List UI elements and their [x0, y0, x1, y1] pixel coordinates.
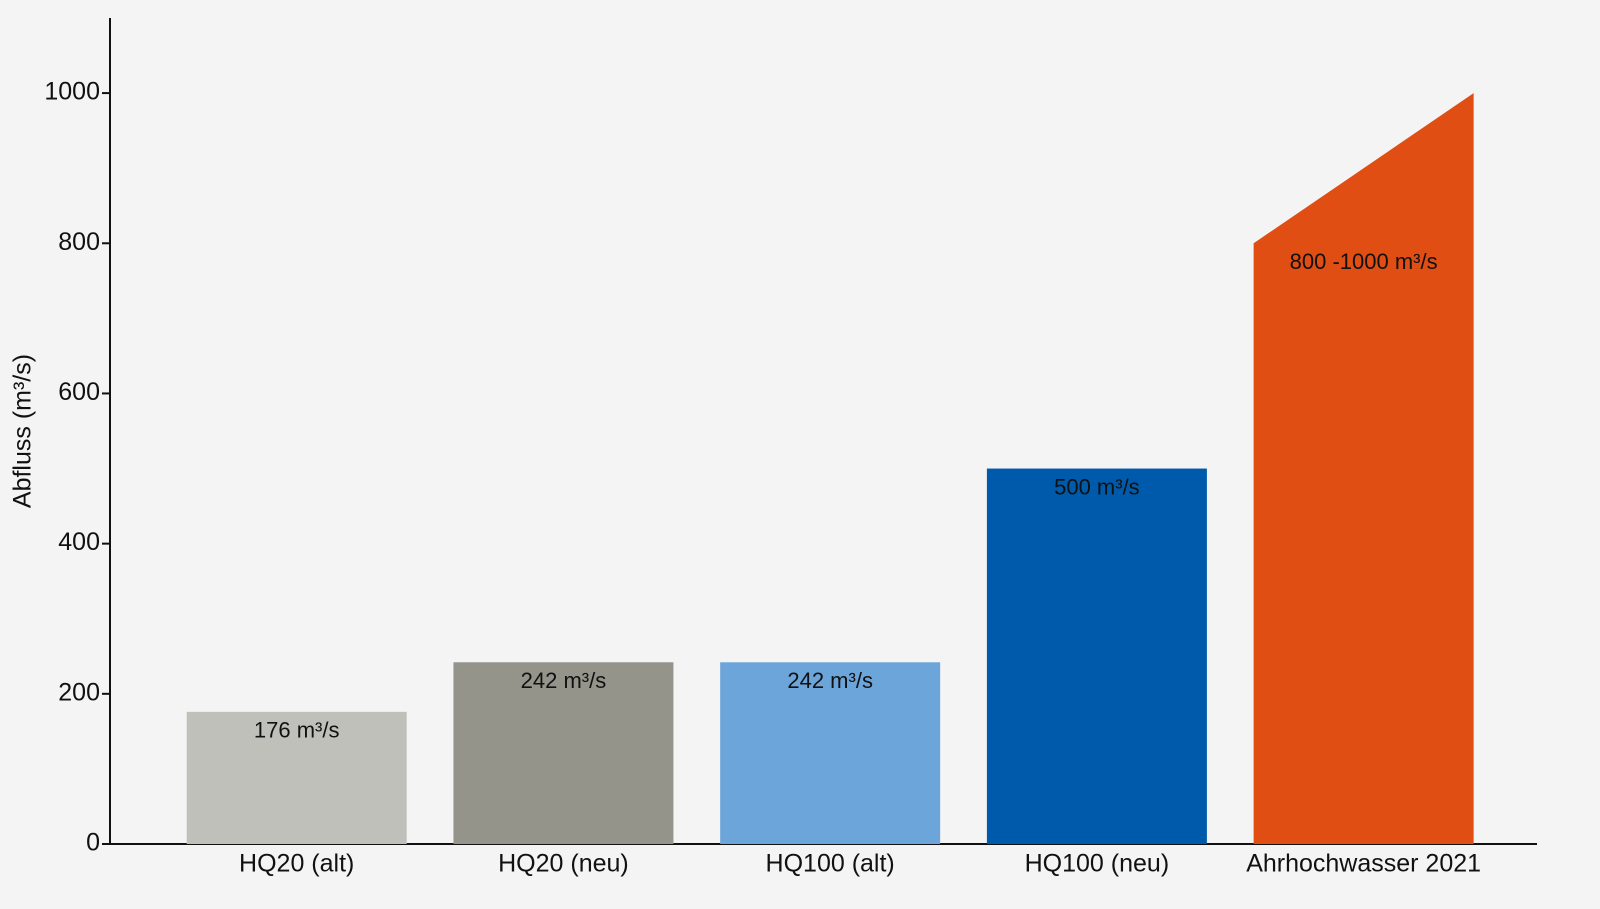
y-tick-label: 1000	[44, 78, 100, 106]
y-axis-label: Abfluss (m³/s)	[9, 354, 37, 508]
bar	[986, 468, 1207, 844]
value-label: 242 m³/s	[521, 668, 607, 693]
x-tick-label: HQ20 (alt)	[239, 850, 354, 878]
x-tick-label: HQ20 (neu)	[498, 850, 629, 878]
x-tick-label: HQ100 (neu)	[1025, 850, 1170, 878]
x-tick-label: Ahrhochwasser 2021	[1246, 850, 1481, 878]
y-tick-label: 600	[58, 378, 100, 406]
value-label: 500 m³/s	[1054, 474, 1140, 499]
value-label: 800 -1000 m³/s	[1290, 249, 1438, 274]
y-tick-label: 0	[86, 829, 100, 857]
y-tick-label: 800	[58, 228, 100, 256]
range-bar	[1253, 93, 1474, 844]
y-tick-label: 200	[58, 678, 100, 706]
bar	[720, 662, 941, 844]
x-tick-label: HQ100 (alt)	[766, 850, 895, 878]
bar	[453, 662, 674, 844]
bar	[186, 711, 407, 844]
value-label: 176 m³/s	[254, 718, 340, 743]
value-label: 242 m³/s	[787, 668, 873, 693]
y-tick-label: 400	[58, 528, 100, 556]
